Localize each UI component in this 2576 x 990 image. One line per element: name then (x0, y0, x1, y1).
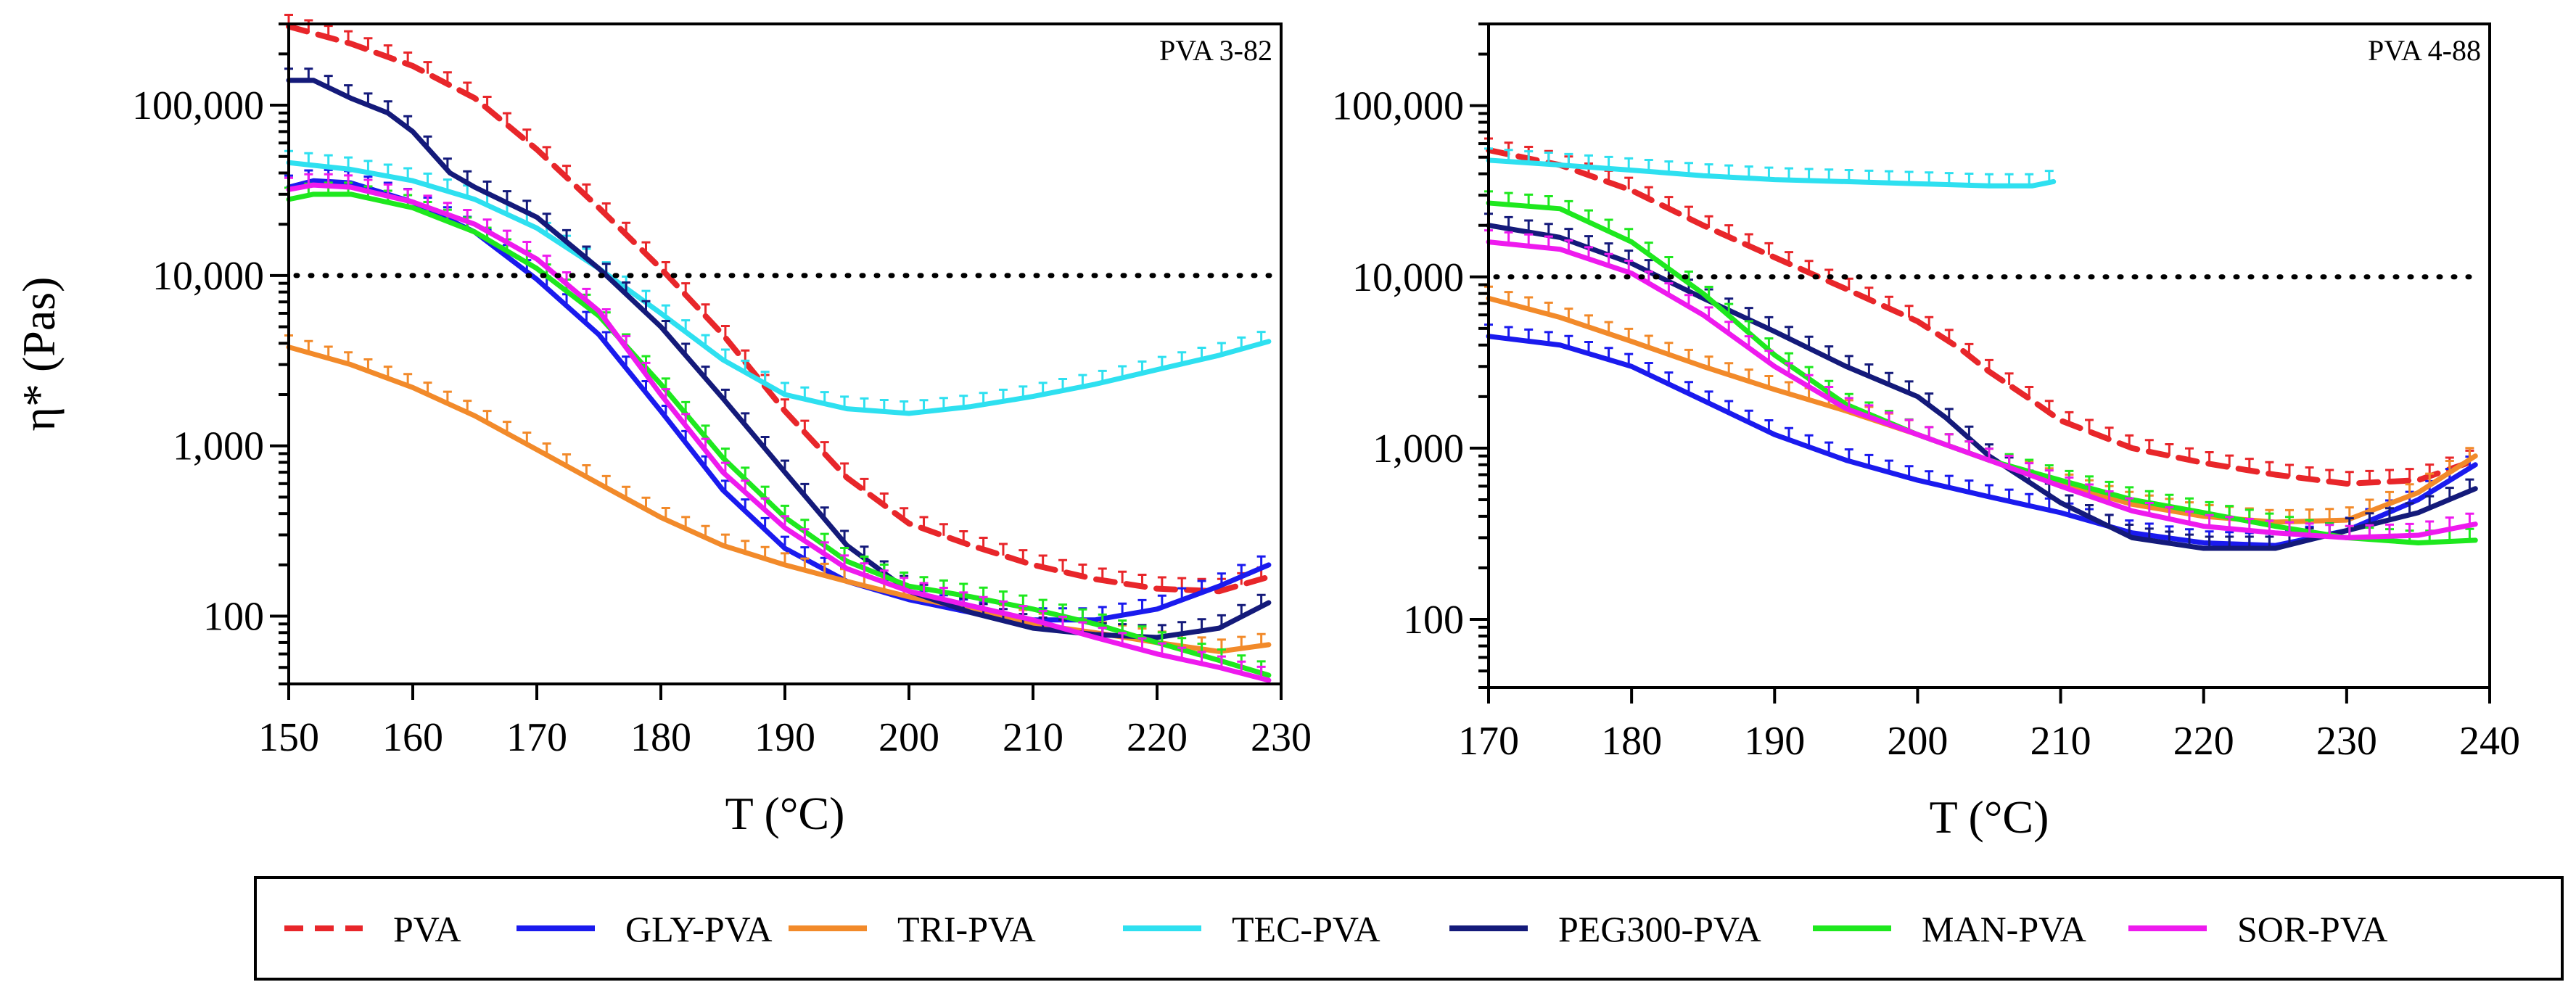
series-layer (1484, 137, 2479, 551)
x-tick-label: 160 (382, 715, 443, 760)
legend-entry-pva: PVA (284, 909, 461, 949)
series-line-pva (286, 23, 1272, 595)
error-bar (998, 543, 1008, 556)
panel-pva-4-88: 170 180 190 200 210 220 230 240 100 1,000 10,000 10… (1332, 22, 2520, 843)
x-tick-label: 200 (1887, 719, 1948, 764)
x-tick-label: 180 (1601, 719, 1662, 764)
error-bar (860, 477, 869, 491)
legend-entry-gly-pva: GLY-PVA (517, 909, 772, 949)
error-bars-man-pva (284, 181, 1266, 673)
series-line-sor-pva (1486, 239, 2478, 540)
x-tick-label: 180 (630, 715, 691, 760)
legend-entry-tec-pva: TEC-PVA (1123, 909, 1380, 949)
error-bar (939, 523, 948, 536)
x-tick-label: 230 (1251, 715, 1312, 760)
legend-entry-peg300-pva: PEG300-PVA (1449, 909, 1761, 949)
x-tick-label: 220 (1127, 715, 1188, 760)
x-axis-title: T (°C) (1930, 791, 2049, 843)
legend-label: PEG300-PVA (1558, 909, 1761, 949)
x-tick-label: 190 (1744, 719, 1805, 764)
error-bar (720, 325, 730, 338)
series-line-tec-pva (286, 160, 1272, 416)
ticks-layer: 170 180 190 200 210 220 230 240 100 1,000 10,000 10… (1332, 22, 2520, 764)
series-line-peg300-pva (1486, 223, 2478, 551)
series-layer (284, 13, 1272, 683)
x-tick-label: 190 (754, 715, 815, 760)
x-tick-label: 170 (1458, 719, 1519, 764)
legend-box (254, 876, 2564, 981)
x-tick-label: 240 (2459, 719, 2520, 764)
error-bar (840, 462, 849, 475)
panel-label: PVA 4-88 (2368, 34, 2481, 67)
panel-label: PVA 3-82 (1159, 34, 1272, 67)
error-bars-tri-pva (1484, 285, 2474, 522)
x-axis-title: T (°C) (725, 788, 845, 839)
error-bars-pva (284, 13, 1266, 591)
error-bars-tec-pva (284, 149, 1266, 413)
series-line-peg300-pva (286, 78, 1272, 640)
x-tick-label: 210 (2030, 719, 2091, 764)
series-line-sor-pva (286, 182, 1272, 683)
error-bars-gly-pva (1484, 323, 2474, 545)
legend-label: TRI-PVA (897, 909, 1036, 949)
legend-entry-sor-pva: SOR-PVA (2128, 909, 2388, 949)
legend-label: MAN-PVA (1922, 909, 2086, 949)
plot-frame (1487, 22, 2491, 689)
series-line-tri-pva (1486, 295, 2478, 525)
y-tick-label: 100 (1403, 598, 1464, 643)
error-bar (363, 37, 373, 50)
x-tick-label: 150 (258, 715, 319, 760)
y-tick-label: 1,000 (173, 424, 264, 469)
x-tick-label: 230 (2316, 719, 2377, 764)
legend-entry-man-pva: MAN-PVA (1813, 909, 2086, 949)
error-bar (502, 112, 511, 125)
legend-entry-tri-pva: TRI-PVA (789, 909, 1036, 949)
y-tick-label: 100,000 (132, 83, 264, 128)
legend: PVA GLY-PVA TRI-PVA TEC-PVA PEG300-PVA MAN-PV… (254, 876, 2564, 981)
y-tick-label: 10,000 (1352, 255, 1464, 300)
error-bar (2085, 418, 2094, 432)
error-bar (423, 61, 432, 74)
error-bar (1058, 558, 1068, 572)
y-tick-label: 10,000 (152, 254, 264, 299)
x-tick-label: 200 (878, 715, 939, 760)
y-tick-label: 1,000 (1373, 426, 1464, 471)
panel-pva-3-82: 150 160 170 180 190 200 210 220 230 100 1,000 10,00… (13, 13, 1312, 839)
series-line-man-pva (1486, 200, 2478, 545)
legend-label: TEC-PVA (1232, 909, 1380, 949)
legend-label: GLY-PVA (625, 909, 772, 949)
y-axis-title: η* (Pas) (13, 277, 65, 432)
error-bar (1764, 242, 1774, 255)
error-bar (1624, 176, 1634, 190)
legend-label: SOR-PVA (2237, 909, 2388, 949)
error-bar (522, 128, 532, 141)
y-tick-label: 100 (203, 595, 264, 640)
ticks-layer: 150 160 170 180 190 200 210 220 230 100 1,000 10,00… (132, 22, 1312, 760)
y-tick-label: 100,000 (1332, 84, 1464, 129)
x-tick-label: 170 (506, 715, 567, 760)
error-bar (2004, 372, 2014, 385)
x-tick-label: 220 (2173, 719, 2234, 764)
series-line-tec-pva (1486, 157, 2057, 189)
x-tick-label: 210 (1003, 715, 1063, 760)
error-bar (1118, 570, 1127, 584)
series-line-pva (1486, 147, 2479, 487)
series-line-gly-pva (1486, 334, 2478, 548)
legend-label: PVA (393, 909, 461, 949)
error-bar (1904, 305, 1914, 318)
